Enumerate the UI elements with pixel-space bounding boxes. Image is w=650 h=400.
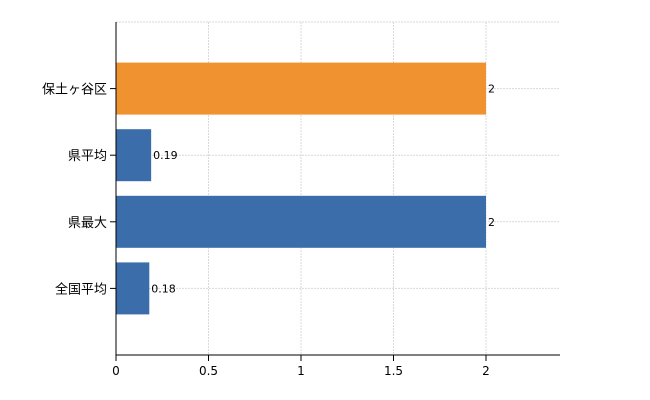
x-tick-label-3: 1.5: [384, 364, 403, 378]
bar-3: [116, 262, 150, 315]
axes-group: [110, 22, 560, 361]
category-label-2: 県最大: [68, 216, 107, 231]
x-tick-labels: 0 0.5 1 1.5 2: [112, 364, 490, 378]
x-tick-label-4: 2: [482, 364, 490, 378]
data-label-1: 0.19: [153, 149, 178, 162]
data-label-2: 2: [488, 216, 495, 229]
category-label-1: 県平均: [68, 149, 107, 164]
bar-1: [116, 129, 152, 182]
category-label-3: 全国平均: [55, 281, 107, 297]
x-tick-label-0: 0: [112, 364, 120, 378]
category-label-0: 保土ヶ谷区: [42, 83, 107, 98]
data-label-0: 2: [488, 83, 495, 96]
x-tick-label-1: 0.5: [199, 364, 218, 378]
data-label-3: 0.18: [151, 282, 176, 295]
bars-group: [116, 62, 486, 315]
data-labels: 2 0.19 2 0.18: [151, 83, 495, 296]
bar-2: [116, 195, 486, 248]
bar-0: [116, 62, 486, 115]
x-tick-label-2: 1: [297, 364, 305, 378]
